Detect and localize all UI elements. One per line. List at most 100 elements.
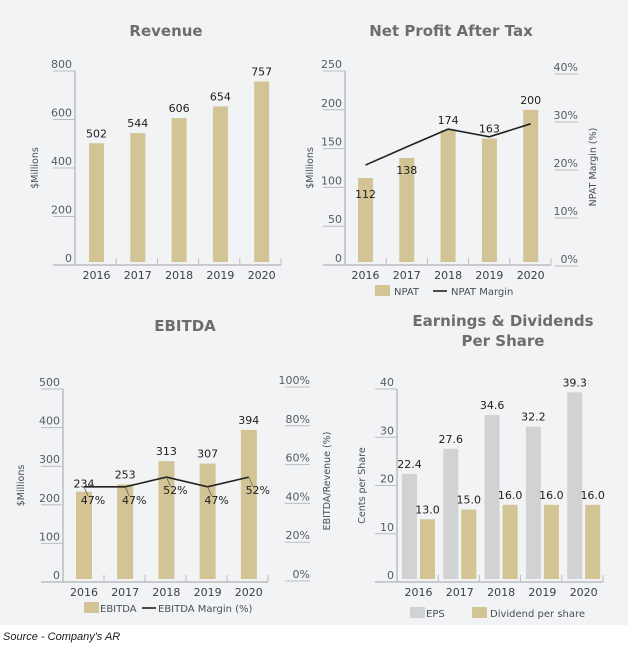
x-tick-label: 2016 xyxy=(70,586,98,599)
bar-ebitda xyxy=(76,491,92,579)
legend-swatch xyxy=(472,607,487,618)
x-tick-label: 2018 xyxy=(152,586,180,599)
y-tick-label: 600 xyxy=(51,107,72,120)
chart-title: Earnings & Dividends xyxy=(412,312,593,330)
y-tick-label: 0 xyxy=(387,569,394,582)
bar-eps xyxy=(567,392,583,579)
y-axis-title: Cents per Share xyxy=(357,447,368,524)
x-tick-label: 2018 xyxy=(487,586,515,599)
bar-npat xyxy=(358,178,373,262)
y-tick-label: 200 xyxy=(321,97,342,110)
x-tick-label: 2018 xyxy=(165,269,193,282)
x-tick-label: 2017 xyxy=(124,269,152,282)
bar-revenue xyxy=(254,81,270,263)
x-tick-label: 2017 xyxy=(393,269,421,282)
data-label: 15.0 xyxy=(457,494,482,507)
chart-title: Revenue xyxy=(129,22,202,40)
legend-swatch xyxy=(410,607,425,618)
x-tick-label: 2020 xyxy=(235,586,263,599)
bar-eps xyxy=(525,426,541,579)
data-label: 16.0 xyxy=(580,489,605,502)
y-tick-label: 200 xyxy=(39,492,60,505)
y-tick-label: 400 xyxy=(39,415,60,428)
legend-label: NPAT Margin xyxy=(451,287,513,298)
data-label: 13.0 xyxy=(415,503,440,516)
data-label: 27.6 xyxy=(439,433,464,446)
y2-tick-label: 0% xyxy=(293,568,310,581)
data-label: 32.2 xyxy=(521,411,546,424)
line-npat-margin xyxy=(365,123,531,166)
bar-revenue xyxy=(171,118,187,262)
leader-line xyxy=(166,476,171,487)
legend-swatch xyxy=(375,285,390,296)
x-tick-label: 2017 xyxy=(111,586,139,599)
y-tick-label: 500 xyxy=(39,376,60,389)
data-label: 502 xyxy=(86,127,107,140)
legend-swatch xyxy=(84,602,99,613)
legend-label: EBITDA Margin (%) xyxy=(158,604,253,615)
y-tick-label: 30 xyxy=(380,424,394,437)
x-tick-label: 2019 xyxy=(528,586,556,599)
bar-dividend-per-share xyxy=(502,504,518,579)
legend-label: EPS xyxy=(426,609,445,620)
bar-ebitda xyxy=(117,484,134,579)
data-label: 39.3 xyxy=(562,376,587,389)
data-label: 200 xyxy=(520,94,541,107)
y2-tick-label: 60% xyxy=(286,452,310,465)
data-label: 313 xyxy=(156,445,177,458)
y2-tick-label: 80% xyxy=(286,413,310,426)
bar-dividend-per-share xyxy=(420,519,435,579)
y-tick-label: 50 xyxy=(328,213,342,226)
data-label: 22.4 xyxy=(397,458,422,471)
data-label: 34.6 xyxy=(480,399,505,412)
y2-tick-label: 10% xyxy=(554,205,578,218)
x-tick-label: 2019 xyxy=(206,269,234,282)
y-axis-title: $Millions xyxy=(30,147,41,189)
charts-panel xyxy=(0,0,628,625)
line-data-label: 47% xyxy=(204,494,228,507)
x-tick-label: 2016 xyxy=(352,269,380,282)
data-label: 16.0 xyxy=(498,489,523,502)
data-label: 234 xyxy=(74,478,95,491)
chart-npat: Net Profit After Tax 0 50 100 150 200 250 $Mill… xyxy=(305,22,599,298)
line-data-label: 47% xyxy=(81,494,105,507)
bar-revenue xyxy=(130,133,146,262)
legend-label: Dividend per share xyxy=(490,609,585,620)
y-tick-label: 200 xyxy=(51,204,72,217)
bar-npat xyxy=(440,129,456,262)
leader-line xyxy=(83,486,89,496)
bar-eps xyxy=(443,448,459,579)
chart-title: EBITDA xyxy=(154,317,216,335)
bar-ebitda xyxy=(158,461,175,579)
data-label: 112 xyxy=(355,188,376,201)
data-label: 174 xyxy=(438,114,459,127)
y-tick-label: 400 xyxy=(51,155,72,168)
x-tick-label: 2020 xyxy=(570,586,598,599)
y-tick-label: 800 xyxy=(51,58,72,71)
data-label: 253 xyxy=(115,468,136,481)
line-data-label: 47% xyxy=(122,494,146,507)
data-label: 138 xyxy=(396,164,417,177)
bar-dividend-per-share xyxy=(585,504,601,579)
y-tick-label: 0 xyxy=(53,569,60,582)
y-tick-label: 20 xyxy=(380,473,394,486)
leader-line xyxy=(124,486,130,496)
y-tick-label: 0 xyxy=(335,252,342,265)
line-data-label: 52% xyxy=(246,484,270,497)
x-tick-label: 2020 xyxy=(248,269,276,282)
x-tick-label: 2017 xyxy=(446,586,474,599)
data-label: 394 xyxy=(238,414,259,427)
chart-revenue: Revenue 0 200 400 600 800 $Millions 502 544 606 65… xyxy=(30,22,282,282)
y-axis-title: $Millions xyxy=(305,147,316,189)
y-tick-label: 40 xyxy=(380,376,394,389)
chart-title-line2: Per Share xyxy=(462,332,545,350)
bar-eps xyxy=(402,473,417,579)
data-label: 163 xyxy=(479,123,500,136)
y-tick-label: 100 xyxy=(39,530,60,543)
chart-ebitda: EBITDA 0 100 200 300 400 500 $Millions 234 253 313… xyxy=(16,317,333,615)
x-tick-label: 2019 xyxy=(475,269,503,282)
y-tick-label: 250 xyxy=(321,58,342,71)
x-tick-label: 2016 xyxy=(405,586,433,599)
data-label: 544 xyxy=(127,117,148,130)
leader-line xyxy=(248,476,254,487)
